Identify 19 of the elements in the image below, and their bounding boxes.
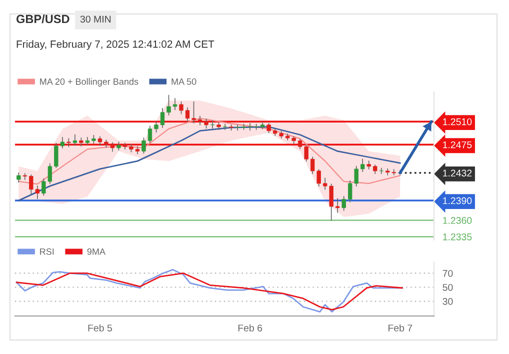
y-tick-label: 1.2360: [443, 217, 472, 224]
chart-subtitle: Friday, February 7, 2025 12:41:02 AM CET: [16, 40, 214, 50]
x-tick-label: Feb 6: [238, 324, 262, 332]
y-tick-label: 1.2510: [443, 118, 472, 126]
legend-label: MA 50: [172, 78, 196, 85]
text: 30 MIN: [80, 16, 111, 23]
legend-label: MA 20 + Bollinger Bands: [40, 78, 138, 87]
legend-label: RSI: [40, 248, 54, 255]
y-tick-label: 1.2390: [443, 197, 472, 204]
y-tick-label: 1.2335: [443, 233, 472, 240]
x-tick-label: Feb 7: [388, 324, 412, 332]
y-tick-label: 70: [442, 270, 453, 277]
legend-label: 9MA: [87, 248, 106, 255]
chart-title: GBP/USD: [16, 14, 70, 24]
y-tick-label: 1.2432: [443, 170, 472, 177]
y-tick-label: 30: [442, 298, 453, 305]
x-tick-label: Feb 5: [88, 324, 112, 332]
y-tick-label: 50: [442, 284, 453, 291]
y-tick-label: 1.2475: [443, 141, 472, 148]
